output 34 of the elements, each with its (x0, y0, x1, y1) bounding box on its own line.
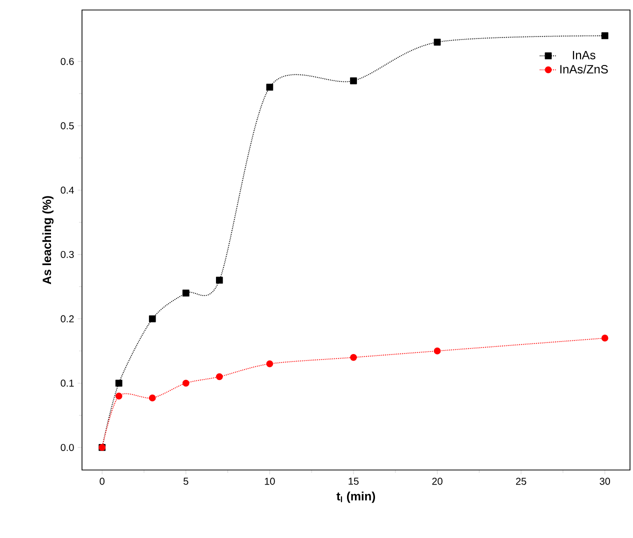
y-tick-label: 0.3 (60, 250, 74, 258)
point (115, 380, 122, 387)
point (216, 373, 223, 380)
legend-label: InAs (572, 50, 596, 60)
y-tick-label: 0.4 (60, 186, 74, 194)
x-axis-title: t$_{l}$ (min) (336, 492, 376, 503)
x-tick-label: 0 (100, 478, 104, 485)
y-tick-label: 0.0 (60, 444, 74, 452)
legend-label: InAs/ZnS (560, 64, 608, 74)
point (266, 84, 274, 91)
x-tick-label: 20 (432, 478, 442, 485)
y-tick-label: 0.6 (60, 58, 74, 65)
x-tick-label: 10 (264, 478, 275, 485)
point (350, 354, 357, 361)
x-tick-label: 30 (600, 478, 610, 485)
point (601, 32, 608, 40)
point (148, 394, 156, 402)
point (434, 348, 441, 354)
point (216, 276, 223, 284)
point (182, 380, 190, 387)
x-tick-label: 25 (516, 478, 526, 485)
point (115, 392, 122, 400)
y-tick-label: 0.5 (60, 122, 74, 130)
point (601, 334, 608, 342)
point (182, 290, 190, 297)
x-tick-label: 5 (184, 478, 188, 485)
x-tick-label: 15 (348, 478, 359, 485)
point (350, 77, 357, 84)
point (434, 38, 441, 46)
point (266, 360, 274, 368)
y-axis-title: As leaching (%) (42, 196, 54, 284)
y-tick-label: 0.2 (60, 315, 74, 322)
y-tick-label: 0.1 (60, 380, 74, 387)
point (148, 315, 156, 322)
